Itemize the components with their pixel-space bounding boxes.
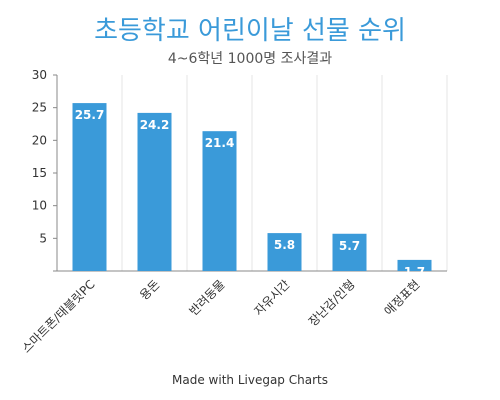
x-tick-label: 장난감/인형 xyxy=(306,277,358,329)
bar xyxy=(267,233,302,271)
chart-subtitle: 4~6학년 1000명 조사결과 xyxy=(167,51,333,67)
x-tick-label: 스마트폰/태블릿PC xyxy=(19,277,97,355)
x-tick-label: 자유시간 xyxy=(251,277,292,318)
bar xyxy=(72,103,107,272)
chart-credit: Made with Livegap Charts xyxy=(172,373,328,387)
bar xyxy=(202,131,237,271)
bar-value-label: 24.2 xyxy=(140,118,170,132)
bar xyxy=(332,233,367,271)
x-tick-label: 용돈 xyxy=(137,277,163,303)
y-tick-label: 25 xyxy=(32,101,47,115)
bar-value-label: 5.7 xyxy=(339,239,360,253)
bar-value-label: 1.7 xyxy=(404,265,425,279)
bar xyxy=(137,112,172,271)
y-tick-label: 5 xyxy=(39,231,47,245)
bar-value-label: 21.4 xyxy=(205,136,235,150)
x-tick-label: 반려동물 xyxy=(186,277,227,318)
y-tick-label: 10 xyxy=(32,199,47,213)
x-tick-label: 애정표현 xyxy=(381,277,422,318)
y-tick-label: 15 xyxy=(32,166,47,180)
bar-value-label: 5.8 xyxy=(274,238,295,252)
y-tick-label: 30 xyxy=(32,68,47,82)
bar-value-label: 25.7 xyxy=(75,108,105,122)
chart-title: 초등학교 어린이날 선물 순위 xyxy=(94,16,406,46)
bar xyxy=(397,259,432,271)
y-tick-label: 20 xyxy=(32,133,47,147)
